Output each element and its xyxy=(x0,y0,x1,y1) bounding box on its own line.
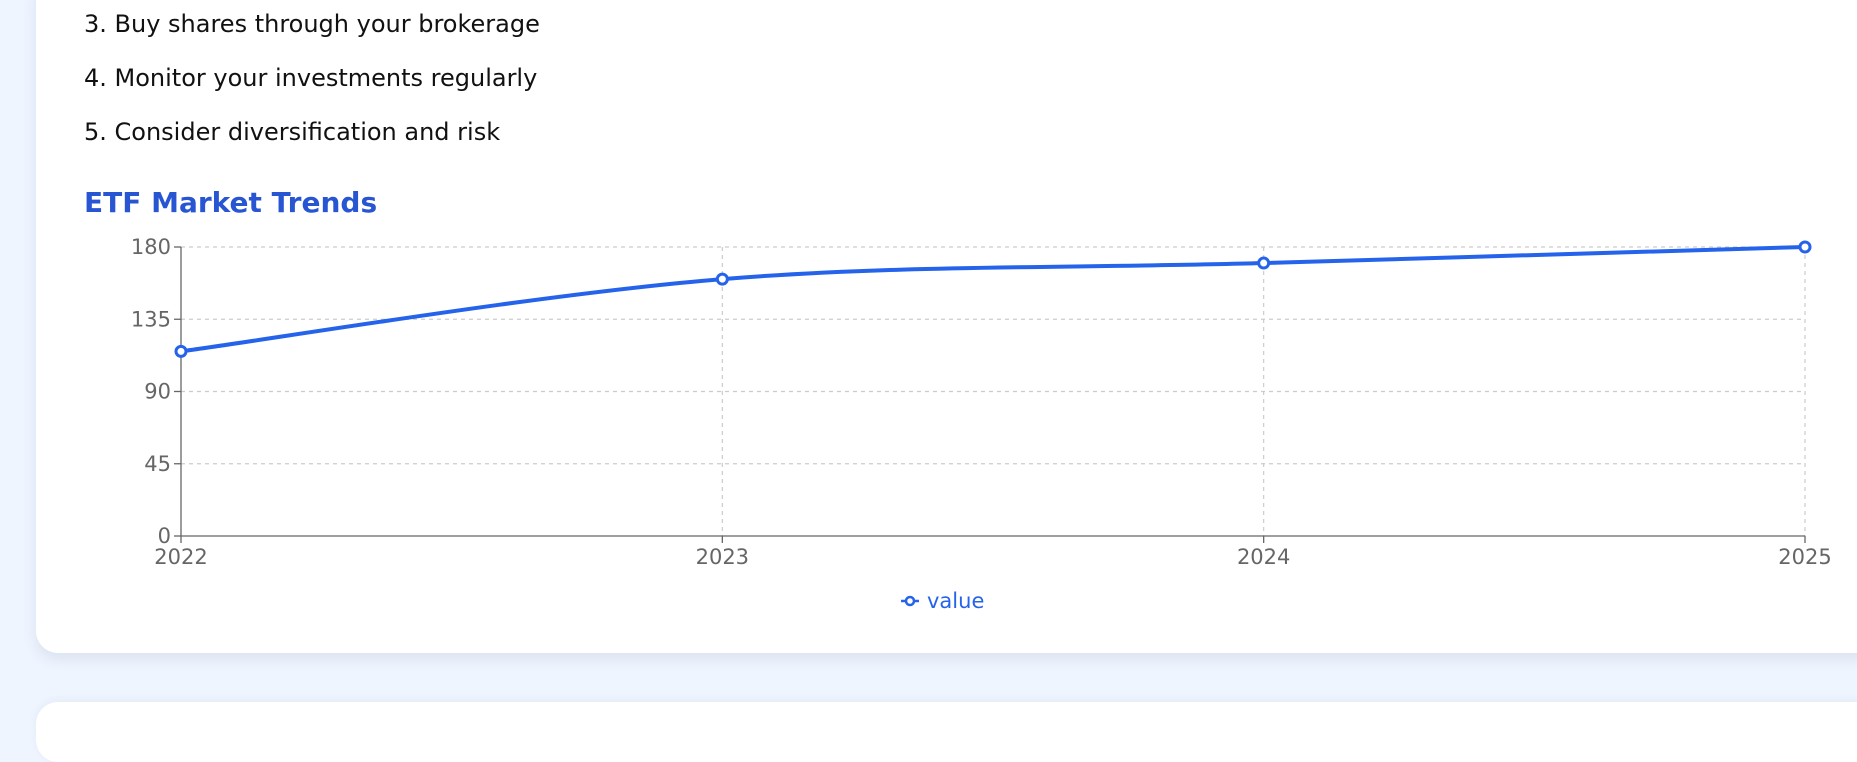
step-item: 3. Buy shares through your brokerage xyxy=(84,10,540,38)
series-line xyxy=(180,245,1806,354)
data-point xyxy=(715,272,729,286)
y-tick-label: 0 xyxy=(158,524,171,548)
x-tick-label: 2023 xyxy=(696,545,749,569)
x-tick-label: 2022 xyxy=(154,545,207,569)
x-tick-label: 2024 xyxy=(1237,545,1290,569)
y-tick-label: 135 xyxy=(131,307,171,331)
x-tick-label: 2025 xyxy=(1778,545,1831,569)
y-tick-label: 90 xyxy=(144,380,171,404)
etf-trend-chart: 0 45 90 135 180 2022 2023 2024 2025 value xyxy=(131,235,1832,613)
y-tick-label: 180 xyxy=(131,235,171,259)
y-tick-label: 45 xyxy=(144,452,171,476)
step-item: 4. Monitor your investments regularly xyxy=(84,64,538,92)
data-point xyxy=(1798,240,1812,254)
data-point xyxy=(1257,256,1271,270)
steps-list: 3. Buy shares through your brokerage 4. … xyxy=(84,4,540,166)
data-point xyxy=(174,344,188,358)
legend-marker-icon xyxy=(904,595,916,607)
legend-label: value xyxy=(927,589,984,613)
step-item: 5. Consider diversification and risk xyxy=(84,118,501,146)
chart-title: ETF Market Trends xyxy=(84,186,378,219)
